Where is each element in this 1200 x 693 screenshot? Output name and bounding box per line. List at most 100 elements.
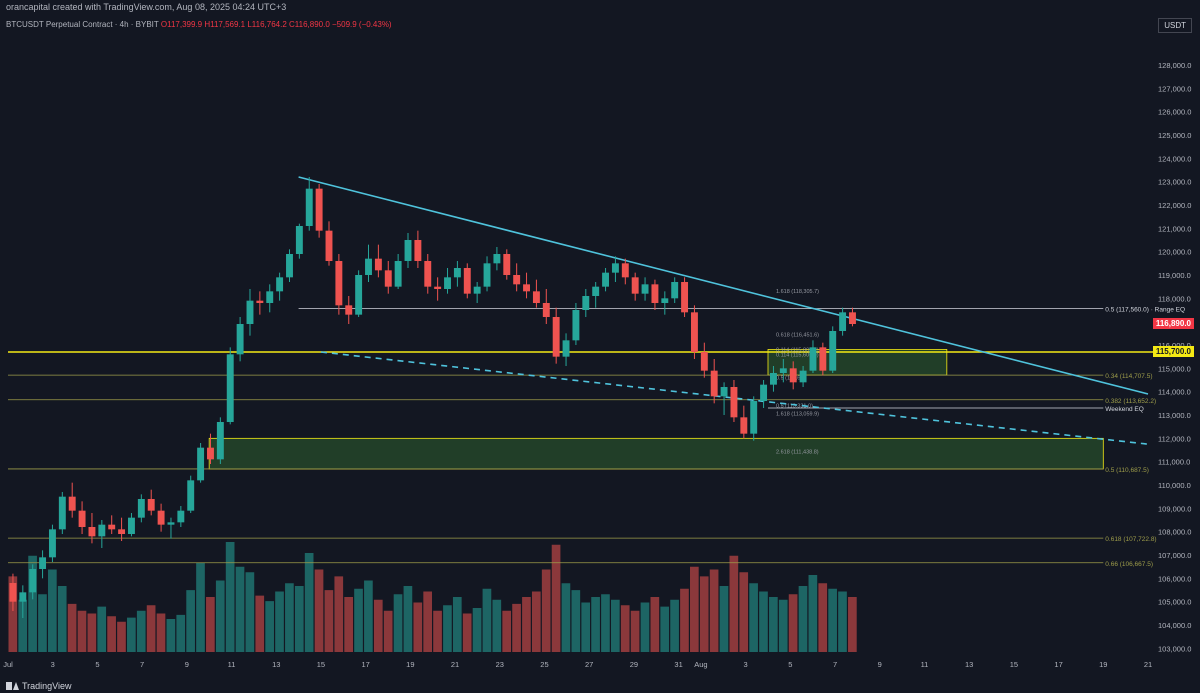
candle-body: [236, 324, 244, 355]
x-tick-label: Aug: [694, 660, 707, 669]
candle-body: [532, 291, 540, 303]
volume-bar: [146, 605, 156, 652]
volume-bar: [225, 542, 235, 652]
candle-body: [147, 499, 155, 511]
candle-body: [315, 188, 323, 231]
price-level-label: 0.382 (113,652.2): [1105, 398, 1156, 405]
candle-body: [503, 254, 511, 275]
price-tag: 116,890.0: [1152, 318, 1194, 330]
volume-bar: [610, 599, 620, 652]
volume-bar: [28, 555, 37, 652]
volume-bar: [452, 597, 462, 652]
candle-body: [384, 270, 392, 287]
volume-bar: [462, 613, 472, 652]
fib-label: 0.5 (113,331.0): [776, 404, 813, 410]
x-tick-label: 31: [674, 660, 682, 669]
y-tick-label: 106,000.0: [1158, 574, 1191, 583]
y-tick-label: 110,000.0: [1158, 481, 1191, 490]
x-tick-label: 9: [185, 660, 189, 669]
volume-bar: [818, 583, 828, 652]
candle-body: [187, 480, 195, 511]
candle-body: [48, 529, 56, 558]
candle-body: [641, 284, 649, 294]
x-tick-label: 17: [361, 660, 369, 669]
volume-bar: [522, 597, 531, 652]
candle-body: [404, 240, 412, 261]
volume-bar: [364, 580, 373, 652]
volume-bar: [127, 617, 136, 652]
candle-body: [799, 370, 807, 383]
candle-body: [819, 347, 827, 371]
candle-body: [246, 300, 254, 324]
volume-bar: [156, 613, 166, 652]
volume-bar: [117, 621, 126, 652]
x-tick-label: 19: [1099, 660, 1107, 669]
candle-body: [207, 447, 214, 460]
volume-bar: [492, 599, 502, 652]
volume-bar: [571, 590, 581, 652]
volume-bar: [838, 591, 847, 652]
volume-bar: [541, 569, 551, 652]
x-tick-label: 23: [496, 660, 504, 669]
candle-body: [68, 496, 76, 511]
candle-body: [631, 277, 639, 294]
y-tick-label: 114,000.0: [1158, 388, 1191, 397]
volume-bar: [660, 606, 670, 652]
candle-body: [493, 254, 501, 264]
volume-bar: [769, 597, 778, 652]
volume-bar: [798, 586, 808, 652]
volume-bar: [393, 594, 403, 652]
y-tick-label: 123,000.0: [1158, 178, 1191, 187]
price-level-label: Weekend EQ: [1105, 406, 1144, 413]
volume-bar: [196, 562, 205, 652]
volume-bar: [77, 610, 87, 652]
symbol-name[interactable]: BTCUSDT Perpetual Contract · 4h · BYBIT: [6, 20, 159, 29]
candle-body: [335, 261, 343, 306]
volume-bar: [344, 597, 353, 652]
tradingview-logo[interactable]: TradingView: [6, 681, 72, 691]
volume-bar: [235, 566, 245, 652]
candle-body: [374, 258, 382, 271]
volume-bar: [739, 572, 749, 652]
x-tick-label: 7: [833, 660, 837, 669]
candle-body: [444, 277, 451, 289]
candle-body: [760, 384, 768, 401]
volume-bar: [294, 586, 304, 652]
volume-bar: [808, 575, 818, 652]
volume-bar: [690, 566, 699, 652]
volume-bar: [166, 619, 176, 652]
candle-body: [9, 583, 17, 602]
volume-bar: [136, 610, 146, 652]
candle-body: [157, 510, 165, 525]
candle-body: [98, 524, 106, 537]
price-level-label: 0.5 (117,560.0) · Range EQ: [1105, 307, 1185, 314]
x-tick-label: 13: [965, 660, 973, 669]
volume-bar: [215, 580, 225, 652]
volume-bar: [482, 588, 492, 652]
volume-bar: [788, 594, 798, 652]
y-tick-label: 111,000.0: [1158, 458, 1190, 467]
candle-body: [483, 263, 491, 287]
y-tick-label: 105,000.0: [1158, 598, 1191, 607]
volume-bar: [512, 603, 521, 652]
x-tick-label: 17: [1054, 660, 1062, 669]
volume-bar: [719, 586, 729, 652]
x-tick-label: 25: [540, 660, 548, 669]
candle-body: [552, 317, 560, 357]
volume-bar: [551, 544, 561, 652]
candle-body: [197, 447, 205, 481]
volume-bar: [620, 605, 630, 652]
candle-body: [355, 275, 363, 315]
candle-body: [266, 291, 274, 303]
price-level-label: 0.66 (106,667.5): [1105, 561, 1153, 568]
candle-body: [414, 240, 422, 261]
candle-body: [592, 286, 600, 296]
currency-button[interactable]: USDT: [1158, 18, 1192, 33]
fib-label: 0.114 (115,809.0): [776, 347, 819, 353]
volume-bar: [640, 602, 650, 652]
fib-label: 0.114 (115,600.0): [776, 352, 819, 358]
candle-body: [305, 188, 313, 226]
candle-body: [108, 524, 116, 530]
volume-bar: [433, 610, 442, 652]
